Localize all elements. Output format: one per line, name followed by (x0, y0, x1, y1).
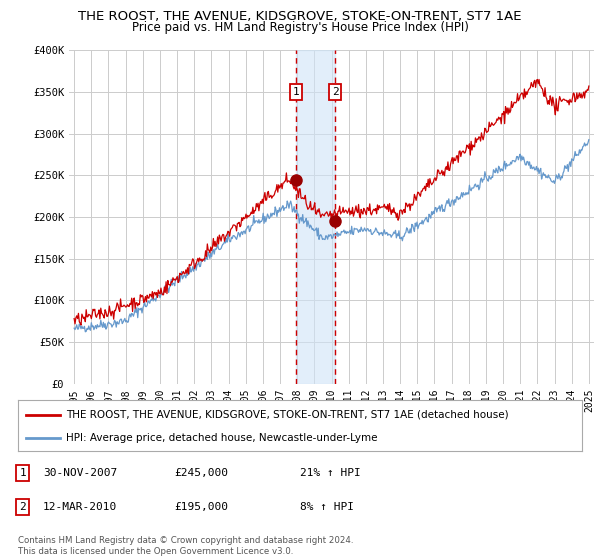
Text: 8% ↑ HPI: 8% ↑ HPI (300, 502, 354, 512)
Text: Contains HM Land Registry data © Crown copyright and database right 2024.
This d: Contains HM Land Registry data © Crown c… (18, 536, 353, 556)
Text: £195,000: £195,000 (174, 502, 228, 512)
Text: THE ROOST, THE AVENUE, KIDSGROVE, STOKE-ON-TRENT, ST7 1AE (detached house): THE ROOST, THE AVENUE, KIDSGROVE, STOKE-… (66, 409, 509, 419)
Text: THE ROOST, THE AVENUE, KIDSGROVE, STOKE-ON-TRENT, ST7 1AE: THE ROOST, THE AVENUE, KIDSGROVE, STOKE-… (78, 10, 522, 23)
Text: 21% ↑ HPI: 21% ↑ HPI (300, 468, 361, 478)
Text: 2: 2 (332, 87, 338, 97)
Text: Price paid vs. HM Land Registry's House Price Index (HPI): Price paid vs. HM Land Registry's House … (131, 21, 469, 34)
Text: 30-NOV-2007: 30-NOV-2007 (43, 468, 118, 478)
Text: 1: 1 (19, 468, 26, 478)
Text: 1: 1 (292, 87, 299, 97)
Text: HPI: Average price, detached house, Newcastle-under-Lyme: HPI: Average price, detached house, Newc… (66, 433, 377, 443)
Text: £245,000: £245,000 (174, 468, 228, 478)
Text: 2: 2 (19, 502, 26, 512)
Text: 12-MAR-2010: 12-MAR-2010 (43, 502, 118, 512)
Bar (296, 50, 335, 384)
